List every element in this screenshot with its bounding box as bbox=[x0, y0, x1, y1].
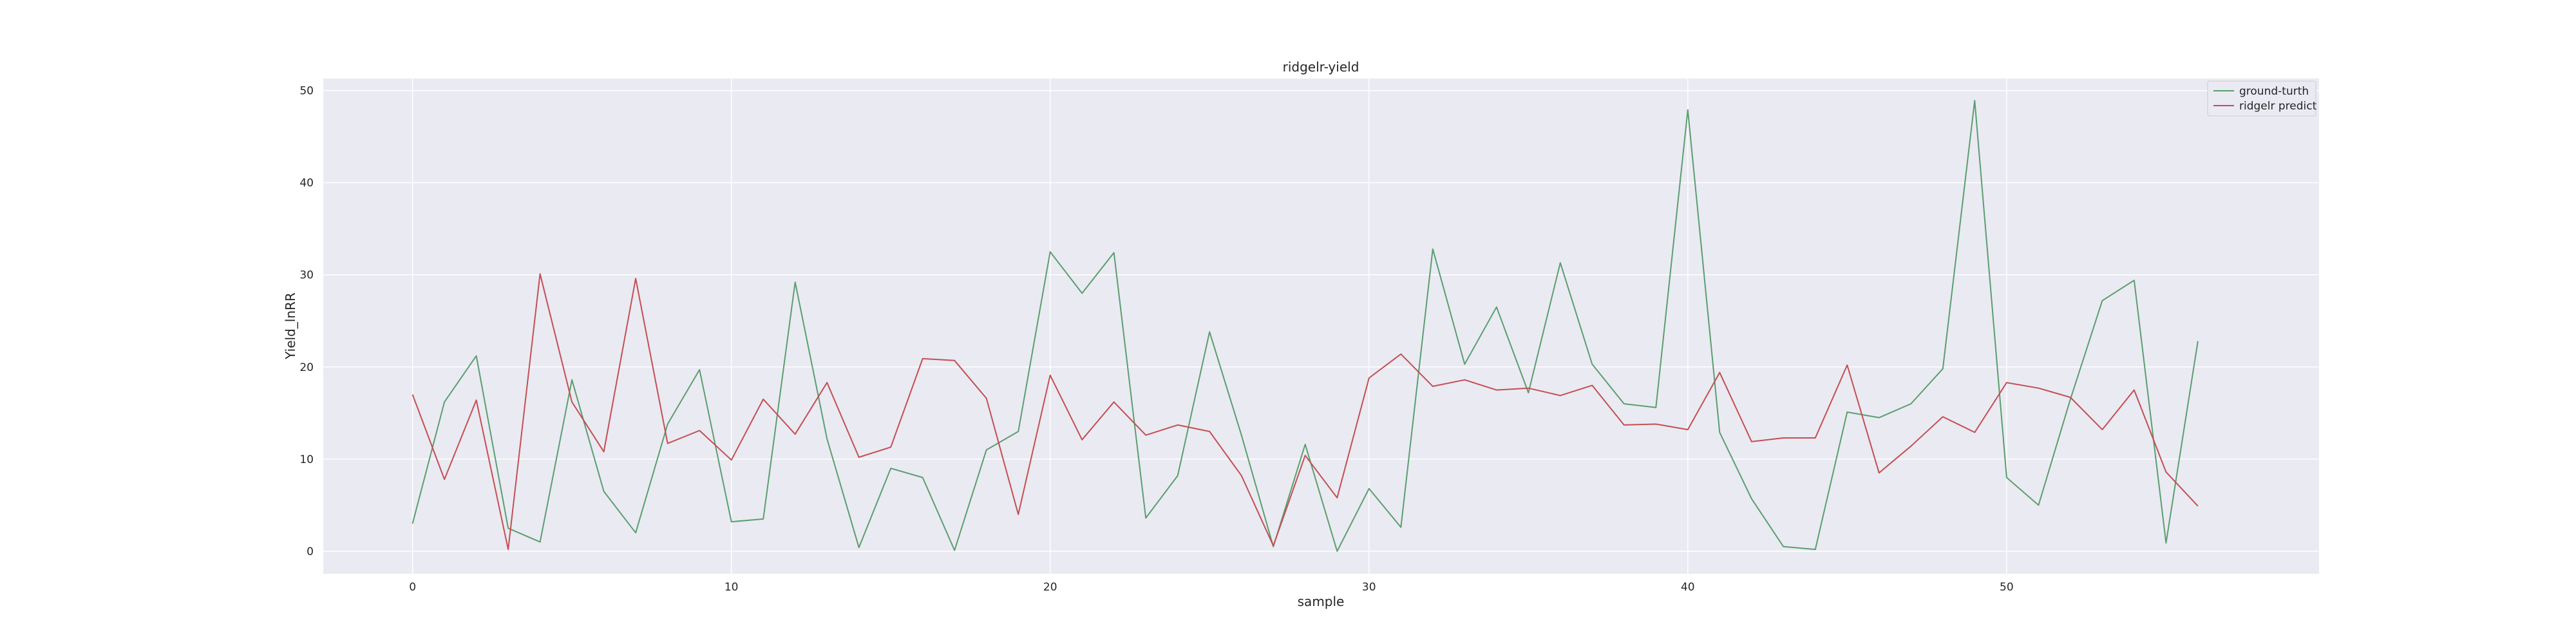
y-tick-label: 50 bbox=[299, 85, 314, 98]
chart-title: ridgelr-yield bbox=[1283, 59, 1359, 75]
x-axis-ticks: 0 10 20 30 40 50 bbox=[409, 581, 2013, 594]
y-tick-label: 10 bbox=[299, 453, 314, 466]
y-tick-label: 0 bbox=[307, 545, 314, 558]
y-tick-label: 40 bbox=[299, 177, 314, 190]
legend-label-ground-turth: ground-turth bbox=[2239, 85, 2309, 98]
y-axis-ticks: 0 10 20 30 40 50 bbox=[299, 85, 314, 558]
y-axis-label: Yield_lnRR bbox=[283, 292, 298, 360]
legend: ground-turth ridgelr predict bbox=[2208, 81, 2317, 116]
x-tick-label: 40 bbox=[1681, 581, 1695, 594]
legend-label-ridgelr-predict: ridgelr predict bbox=[2239, 100, 2317, 113]
x-axis-label: sample bbox=[1298, 594, 1345, 609]
x-tick-label: 10 bbox=[724, 581, 739, 594]
x-tick-label: 20 bbox=[1043, 581, 1057, 594]
x-tick-label: 0 bbox=[409, 581, 416, 594]
y-tick-label: 30 bbox=[299, 269, 314, 282]
y-tick-label: 20 bbox=[299, 361, 314, 374]
x-tick-label: 30 bbox=[1362, 581, 1376, 594]
x-tick-label: 50 bbox=[2000, 581, 2014, 594]
